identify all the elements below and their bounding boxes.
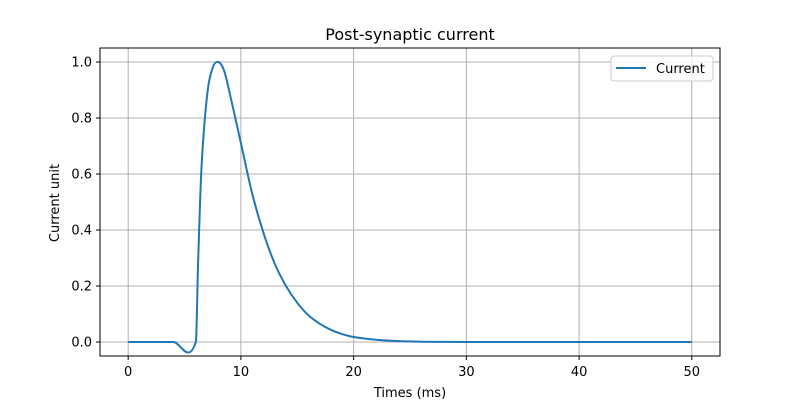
- x-tick-label: 40: [571, 365, 588, 380]
- grid: [100, 48, 720, 356]
- y-tick-label: 0.0: [71, 336, 92, 351]
- y-tick-label: 0.4: [71, 224, 92, 239]
- y-tick-label: 0.6: [71, 168, 92, 183]
- legend-box: [610, 55, 714, 82]
- y-tick-label: 0.8: [71, 112, 92, 127]
- x-tick-label: 50: [684, 365, 701, 380]
- plot-frame: [99, 47, 721, 357]
- x-tick-label: 30: [458, 365, 475, 380]
- legend: Current: [610, 55, 714, 82]
- series-layer: [128, 60, 692, 354]
- x-axis-label: Times (ms): [373, 386, 446, 400]
- y-axis: 0.0 0.2 0.4 0.6 0.8 1.0: [71, 56, 100, 351]
- chart-title: Post-synaptic current: [325, 25, 494, 44]
- x-tick-label: 0: [124, 365, 132, 380]
- x-axis: 0 10 20 30 40 50: [124, 356, 700, 380]
- y-tick-label: 1.0: [71, 56, 92, 71]
- legend-label-current: Current: [656, 62, 705, 77]
- x-tick-label: 10: [233, 365, 250, 380]
- y-axis-label: Current unit: [48, 164, 63, 242]
- y-tick-label: 0.2: [71, 280, 92, 295]
- x-tick-label: 20: [345, 365, 362, 380]
- series-line-current: [128, 60, 692, 354]
